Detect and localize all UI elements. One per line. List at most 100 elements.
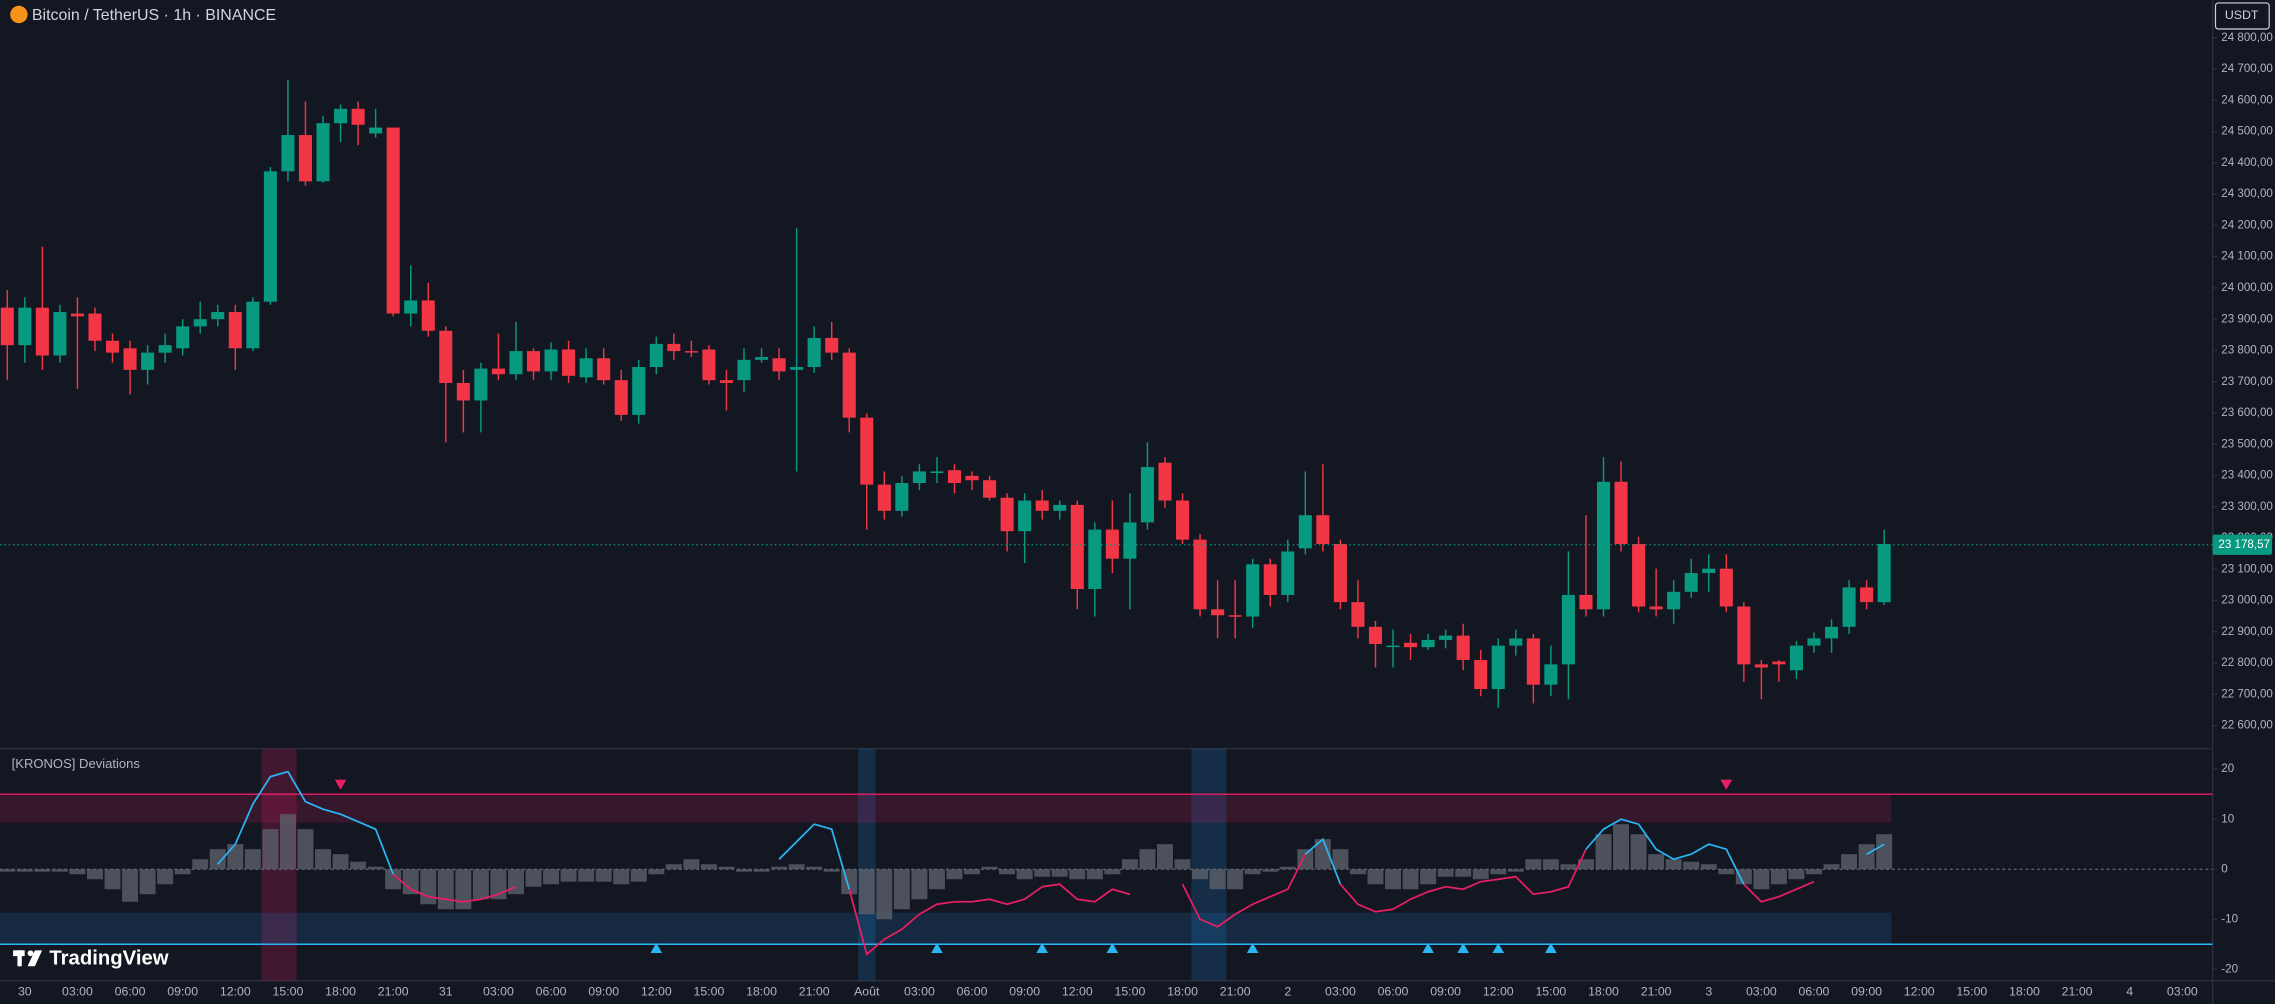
x-tick-label: 09:00 <box>588 985 619 999</box>
candle-body <box>1544 664 1558 685</box>
signal-marker <box>1720 779 1733 790</box>
histogram-bar <box>1244 869 1261 875</box>
histogram-bar <box>858 869 875 915</box>
signal-marker <box>1492 942 1505 953</box>
x-tick-label: 12:00 <box>1062 985 1093 999</box>
histogram-bar <box>367 866 384 870</box>
x-tick-label: 12:00 <box>1904 985 1935 999</box>
candle-body <box>1193 539 1207 610</box>
candle-body <box>562 349 576 376</box>
candle-body <box>1596 481 1611 610</box>
candle-body <box>1000 497 1014 532</box>
histogram-bar <box>718 866 735 870</box>
candle-body <box>1140 467 1154 523</box>
candle-body <box>1526 638 1540 685</box>
highlight-zone <box>858 748 876 981</box>
histogram-bar <box>1227 869 1244 890</box>
candle-body <box>53 312 67 356</box>
candle-body <box>614 380 628 415</box>
x-tick-label: 12:00 <box>1483 985 1514 999</box>
histogram-bar <box>34 869 51 872</box>
histogram-bar <box>69 869 86 875</box>
candle-body <box>1439 635 1453 640</box>
candle-body <box>1070 504 1084 590</box>
histogram-bar <box>595 869 612 882</box>
candle-body <box>1175 500 1190 540</box>
indicator-title: [KRONOS] Deviations <box>12 756 141 771</box>
candle-body <box>158 345 172 353</box>
candle-body <box>369 127 383 134</box>
candle-body <box>0 307 14 346</box>
signal-marker <box>1422 942 1434 953</box>
histogram-bar <box>244 849 261 870</box>
candle-body <box>1053 504 1067 511</box>
last-price-label: 23 178,57 <box>2218 538 2270 551</box>
tradingview-logo: TradingView <box>13 947 169 969</box>
candle-body <box>1614 481 1628 544</box>
candle-body <box>1228 615 1242 617</box>
candle-body <box>1474 659 1488 690</box>
histogram-bar <box>1542 859 1559 870</box>
x-tick-label: 09:00 <box>1009 985 1040 999</box>
x-tick-label: 03:00 <box>1746 985 1777 999</box>
x-tick-label: 06:00 <box>115 985 146 999</box>
x-tick-label: 03:00 <box>483 985 514 999</box>
candle-body <box>755 357 769 360</box>
deviation-line <box>778 823 851 890</box>
y-tick-label: 24 600,00 <box>2221 93 2273 106</box>
candle-body <box>228 312 242 349</box>
candle-body <box>123 348 137 370</box>
histogram-bar <box>1788 869 1805 880</box>
x-tick-label: 06:00 <box>1799 985 1830 999</box>
histogram-bar <box>209 849 226 870</box>
histogram-bar <box>1385 869 1401 890</box>
candle-body <box>1825 626 1839 639</box>
histogram-bar <box>928 869 945 890</box>
histogram-bar <box>1209 869 1226 890</box>
histogram-bar <box>788 864 805 870</box>
x-tick-label: 18:00 <box>2009 985 2040 999</box>
histogram-bar <box>1104 869 1121 875</box>
y-tick-label: 24 200,00 <box>2221 218 2273 231</box>
histogram-bar <box>1700 864 1717 870</box>
y-tick-label: 22 900,00 <box>2221 625 2273 638</box>
candle-body <box>18 307 32 346</box>
histogram-bar <box>1683 861 1700 870</box>
x-tick-label: 21:00 <box>1220 985 1251 999</box>
candle-body <box>105 340 120 353</box>
currency-box[interactable] <box>2214 2 2270 30</box>
histogram-bar <box>1753 869 1770 890</box>
x-tick-label: 06:00 <box>957 985 988 999</box>
y-tick-label: 23 300,00 <box>2221 500 2273 513</box>
x-tick-label: 21:00 <box>799 985 830 999</box>
currency-label[interactable]: USDT <box>2225 8 2259 22</box>
histogram-bar <box>1367 869 1384 885</box>
histogram-bar <box>1770 869 1787 885</box>
candle-body <box>1351 602 1365 627</box>
x-tick-label: 06:00 <box>1378 985 1409 999</box>
deviation-line <box>392 873 517 903</box>
candle-body <box>807 337 821 368</box>
candle-body <box>1649 606 1663 610</box>
signal-marker <box>1036 942 1048 953</box>
candle-body <box>1877 543 1891 603</box>
candle-body <box>632 367 646 415</box>
candle-body <box>1368 626 1383 645</box>
y-tick-label: 24 300,00 <box>2221 187 2273 200</box>
histogram-bar <box>315 849 331 870</box>
histogram-bar <box>1314 839 1331 870</box>
histogram-bar <box>1262 869 1279 872</box>
y-tick-label: 24 100,00 <box>2221 250 2273 263</box>
histogram-bar <box>1437 869 1454 877</box>
signal-marker <box>931 942 943 953</box>
histogram-bar <box>525 869 542 887</box>
y-tick-label: 24 800,00 <box>2221 31 2273 44</box>
candle-body <box>141 352 155 370</box>
y-tick-label: 23 000,00 <box>2221 594 2273 607</box>
histogram-bar <box>350 861 367 870</box>
histogram-bar <box>648 869 665 875</box>
histogram-bar <box>420 869 437 905</box>
y-tick-label: 22 600,00 <box>2221 719 2273 732</box>
candle-body <box>702 349 716 381</box>
histogram-bar <box>876 869 893 920</box>
